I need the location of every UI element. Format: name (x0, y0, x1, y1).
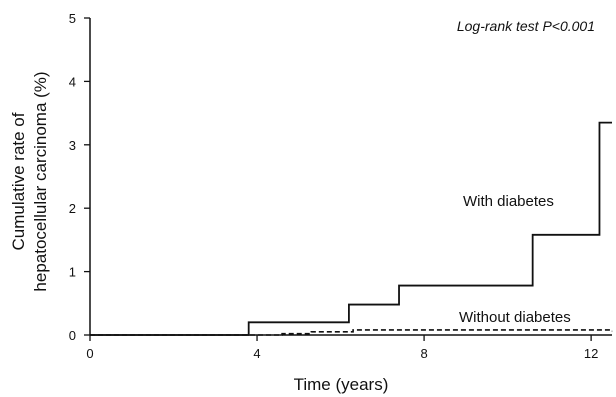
series-label-with-diabetes: With diabetes (463, 193, 554, 210)
x-tick-label: 4 (253, 346, 260, 361)
x-tick-label: 12 (584, 346, 598, 361)
y-tick-label: 3 (69, 138, 76, 153)
y-ticks: 0 1 2 3 4 5 (69, 11, 90, 343)
x-axis-title: Time (years) (294, 375, 389, 394)
series-group (90, 121, 613, 336)
y-axis-title-line-1: Cumulative rate of (9, 112, 28, 250)
y-tick-label: 4 (69, 74, 76, 89)
y-tick-label: 5 (69, 11, 76, 26)
log-rank-annotation: Log-rank test P<0.001 (457, 18, 595, 34)
x-tick-label: 8 (420, 346, 427, 361)
x-ticks: 0 4 8 12 (86, 335, 598, 361)
series-line-with-diabetes (90, 121, 612, 336)
y-axis-title: Cumulative rate of hepatocellular carcin… (9, 71, 50, 291)
y-tick-label: 2 (69, 201, 76, 216)
x-tick-label: 0 (86, 346, 93, 361)
axes (89, 18, 612, 336)
y-tick-label: 1 (69, 265, 76, 280)
series-label-without-diabetes: Without diabetes (459, 309, 571, 326)
y-axis-title-line-2: hepatocellular carcinoma (%) (31, 71, 50, 291)
y-tick-label: 0 (69, 328, 76, 343)
